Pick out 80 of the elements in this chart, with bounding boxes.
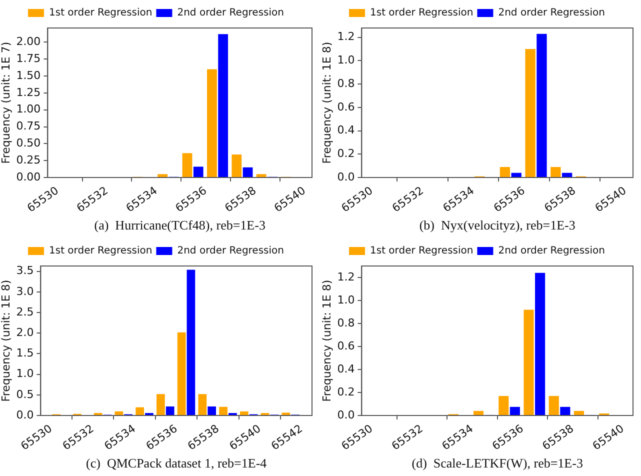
- y-tick-label: 1.0: [16, 367, 34, 380]
- bar: [560, 406, 570, 416]
- bar: [282, 412, 290, 416]
- y-tick-label: 0.2: [337, 385, 355, 398]
- y-tick-label: 0.25: [16, 153, 41, 166]
- y-tick-label: 1.5: [16, 346, 34, 360]
- y-tick-label: 2.00: [16, 35, 41, 48]
- x-axis-title: (a) Hurricane(TCf48), reb=1E-3: [94, 218, 266, 233]
- legend-label: 1st order Regression: [370, 246, 474, 257]
- bar: [524, 310, 534, 416]
- legend-label: 1st order Regression: [49, 246, 152, 257]
- y-tick-label: 0.8: [337, 316, 355, 330]
- y-tick-label: 0.75: [16, 120, 41, 133]
- y-axis-title: Frequency (unit: 1E 8): [320, 42, 334, 164]
- bar: [182, 153, 192, 178]
- bar: [256, 174, 266, 178]
- y-tick-label: 0.8: [337, 76, 355, 90]
- bar: [193, 166, 204, 178]
- y-tick-label: 0.5: [16, 388, 34, 401]
- y-tick-label: 0.6: [337, 339, 355, 352]
- y-tick-label: 1.75: [16, 52, 41, 65]
- y-tick-label: 0.50: [16, 136, 41, 150]
- legend-label: 2nd order Regression: [177, 8, 284, 19]
- y-axis-title: Frequency (unit: 1E 8): [0, 280, 12, 402]
- bar: [166, 406, 174, 416]
- bar: [536, 34, 547, 178]
- y-tick-label: 1.25: [16, 86, 41, 99]
- legend-label: 1st order Regression: [370, 8, 474, 19]
- bar: [510, 406, 520, 416]
- bar: [232, 154, 242, 178]
- y-tick-label: 0.6: [337, 100, 355, 114]
- y-tick-label: 0.0: [337, 408, 355, 422]
- legend-label: 2nd order Regression: [498, 246, 606, 257]
- bar: [511, 172, 522, 178]
- y-tick-label: 0.2: [337, 147, 355, 160]
- bar: [208, 406, 216, 416]
- y-tick-label: 1.50: [16, 68, 41, 82]
- y-tick-label: 1.0: [337, 54, 355, 67]
- y-tick-label: 0.00: [16, 170, 41, 184]
- x-axis-title: (c) QMCPack dataset 1, reb=1E-4: [86, 456, 268, 471]
- legend-label: 1st order Regression: [49, 8, 152, 19]
- bar: [177, 332, 186, 416]
- bar: [242, 167, 253, 178]
- bar: [562, 172, 572, 178]
- bar: [198, 394, 207, 416]
- legend-label: 2nd order Regression: [498, 8, 606, 19]
- y-axis-title: Frequency (unit: 1E 7): [0, 42, 12, 164]
- y-tick-label: 1.2: [337, 270, 355, 284]
- bar: [525, 49, 536, 178]
- y-tick-label: 0.4: [337, 362, 355, 376]
- bar: [240, 411, 248, 416]
- y-tick-label: 0.0: [16, 408, 34, 422]
- bar: [574, 410, 584, 416]
- bar: [114, 411, 124, 416]
- y-tick-label: 3.0: [16, 284, 34, 298]
- bar: [473, 410, 484, 416]
- y-tick-label: 2.0: [16, 326, 34, 339]
- x-axis-title: (d) Scale-LETKF(W), reb=1E-3: [412, 456, 583, 471]
- x-axis-title: (b) Nyx(velocityz), reb=1E-3: [419, 218, 576, 233]
- legend-label: 2nd order Regression: [177, 246, 284, 257]
- bar: [219, 406, 228, 416]
- bar: [156, 394, 165, 416]
- bar: [186, 270, 196, 416]
- bar: [158, 174, 168, 178]
- y-tick-label: 3.5: [16, 264, 34, 278]
- bar: [207, 69, 217, 178]
- y-tick-label: 1.0: [337, 293, 355, 306]
- y-tick-label: 0.0: [337, 170, 355, 184]
- y-tick-label: 1.2: [337, 30, 355, 44]
- bar: [535, 272, 546, 416]
- y-tick-label: 2.5: [16, 305, 34, 318]
- bar: [550, 167, 561, 178]
- bar: [136, 407, 144, 416]
- bar: [218, 34, 228, 178]
- y-tick-label: 0.4: [337, 124, 355, 137]
- y-axis-title: Frequency (unit: 1E 8): [320, 280, 334, 402]
- bar: [548, 396, 559, 416]
- bar: [498, 396, 509, 416]
- y-tick-label: 1.00: [16, 102, 41, 116]
- bar: [500, 167, 510, 178]
